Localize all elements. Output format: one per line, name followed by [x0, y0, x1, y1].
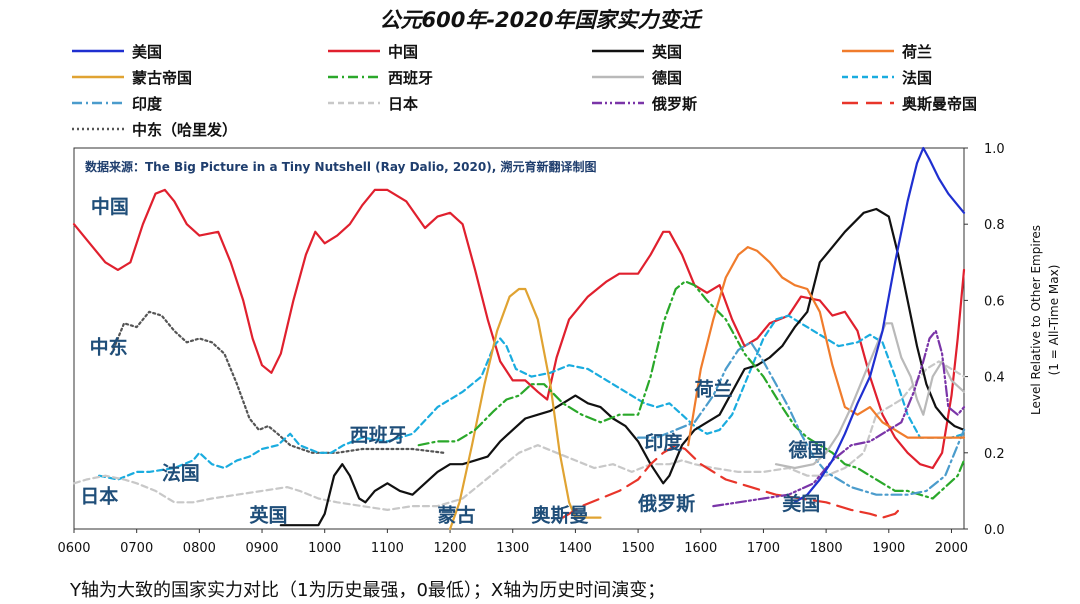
legend-item-france: 法国: [840, 66, 932, 88]
legend-label: 西班牙: [388, 68, 434, 87]
legend: 美国 中国 英国 荷兰蒙古帝国 西班牙 德国 法国印度 日本 俄罗斯 奥斯曼帝国中东（哈里发）: [70, 40, 1030, 144]
x-tick-label: 1700: [747, 541, 780, 556]
x-tick-label: 1500: [622, 541, 655, 556]
legend-swatch: [72, 101, 124, 105]
legend-swatch: [328, 101, 380, 105]
legend-item-spain: 西班牙: [326, 66, 433, 88]
y-tick-label: 0.2: [984, 447, 1005, 462]
legend-label: 印度: [132, 94, 163, 113]
annotation-ottoman: 奥斯曼: [532, 503, 589, 526]
annotation-japan: 日本: [80, 484, 118, 507]
series-line-russia: [712, 329, 966, 508]
legend-swatch: [842, 49, 894, 53]
annotation-china: 中国: [91, 195, 129, 218]
x-tick-label: 0700: [120, 541, 153, 556]
y-tick-label: 0.8: [984, 218, 1005, 233]
legend-swatch: [842, 75, 894, 79]
x-tick-label: 1800: [810, 541, 843, 556]
legend-swatch: [592, 49, 644, 53]
annotation-russia: 俄罗斯: [637, 492, 695, 515]
chart-title: 公元600年-2020年国家实力变迁: [379, 8, 701, 32]
legend-label: 英国: [652, 42, 683, 61]
x-tick-label: 1900: [872, 541, 905, 556]
legend-swatch: [328, 75, 380, 79]
legend-item-ottoman: 奥斯曼帝国: [840, 92, 977, 114]
legend-item-britain: 英国: [590, 40, 682, 62]
legend-swatch: [592, 75, 644, 79]
x-tick-label: 0600: [57, 541, 90, 556]
series-line-britain: [279, 207, 966, 527]
series-line-spain: [417, 280, 966, 500]
legend-item-india: 印度: [70, 92, 162, 114]
x-tick-label: 0900: [245, 541, 278, 556]
x-tick-label: 0800: [183, 541, 216, 556]
legend-label: 德国: [652, 68, 683, 87]
legend-label: 美国: [132, 42, 163, 61]
y-axis-label-sub: (1 = All-Time Max): [1047, 265, 1061, 376]
series-line-france: [98, 314, 966, 481]
legend-label: 奥斯曼帝国: [902, 94, 978, 113]
chart-caption: Y轴为大致的国家实力对比（1为历史最强，0最低）；X轴为历史时间演变；: [70, 580, 666, 601]
series-line-china: [72, 188, 966, 470]
annotation-britain: 英国: [249, 503, 287, 526]
legend-item-japan: 日本: [326, 92, 418, 114]
legend-label: 中东（哈里发）: [132, 120, 238, 139]
annotation-netherlands: 荷兰: [694, 378, 732, 401]
y-tick-label: 0.0: [984, 523, 1005, 538]
plot-frame: [73, 147, 965, 530]
x-tick-label: 1200: [434, 541, 467, 556]
annotation-spain: 西班牙: [350, 423, 407, 446]
legend-label: 法国: [902, 68, 933, 87]
legend-label: 荷兰: [902, 42, 933, 61]
legend-swatch: [72, 49, 124, 53]
legend-swatch: [72, 127, 124, 131]
x-tick-label: 1100: [371, 541, 404, 556]
annotation-india: 印度: [644, 431, 683, 454]
legend-item-russia: 俄罗斯: [590, 92, 697, 114]
legend-label: 中国: [388, 42, 419, 61]
annotation-middle_east: 中东: [90, 336, 128, 359]
annotation-france: 法国: [162, 461, 200, 484]
legend-item-germany: 德国: [590, 66, 682, 88]
legend-label: 俄罗斯: [652, 94, 698, 113]
legend-label: 蒙古帝国: [132, 68, 193, 87]
series-line-usa: [793, 146, 966, 504]
legend-swatch: [842, 101, 894, 105]
y-tick-label: 0.6: [984, 294, 1005, 309]
x-tick-label: 1300: [496, 541, 529, 556]
x-tick-label: 1600: [684, 541, 717, 556]
series-line-ottoman: [561, 444, 904, 519]
annotation-germany: 德国: [789, 439, 827, 462]
x-tick-label: 1400: [559, 541, 592, 556]
legend-label: 日本: [388, 94, 419, 113]
x-tick-label: 1000: [308, 541, 341, 556]
legend-item-mongol: 蒙古帝国: [70, 66, 192, 88]
legend-swatch: [72, 75, 124, 79]
legend-item-netherlands: 荷兰: [840, 40, 932, 62]
y-axis-label: Level Relative to Other Empires: [1029, 225, 1043, 415]
annotation-usa: 美国: [782, 492, 820, 515]
legend-swatch: [592, 101, 644, 105]
legend-item-usa: 美国: [70, 40, 162, 62]
x-tick-label: 2000: [935, 541, 968, 556]
y-tick-label: 1.0: [984, 142, 1005, 157]
series-line-india: [637, 341, 966, 496]
series-line-middle_east: [110, 310, 445, 454]
legend-item-middle_east: 中东（哈里发）: [70, 118, 237, 140]
series-line-germany: [774, 322, 966, 470]
legend-swatch: [328, 49, 380, 53]
legend-item-china: 中国: [326, 40, 418, 62]
series-line-netherlands: [687, 246, 966, 447]
y-tick-label: 0.4: [984, 371, 1005, 386]
series-line-japan: [72, 360, 966, 511]
source-note: 数据来源：The Big Picture in a Tiny Nutshell …: [85, 160, 597, 174]
annotation-mongol: 蒙古: [438, 503, 476, 526]
series-line-mongol: [449, 287, 602, 531]
